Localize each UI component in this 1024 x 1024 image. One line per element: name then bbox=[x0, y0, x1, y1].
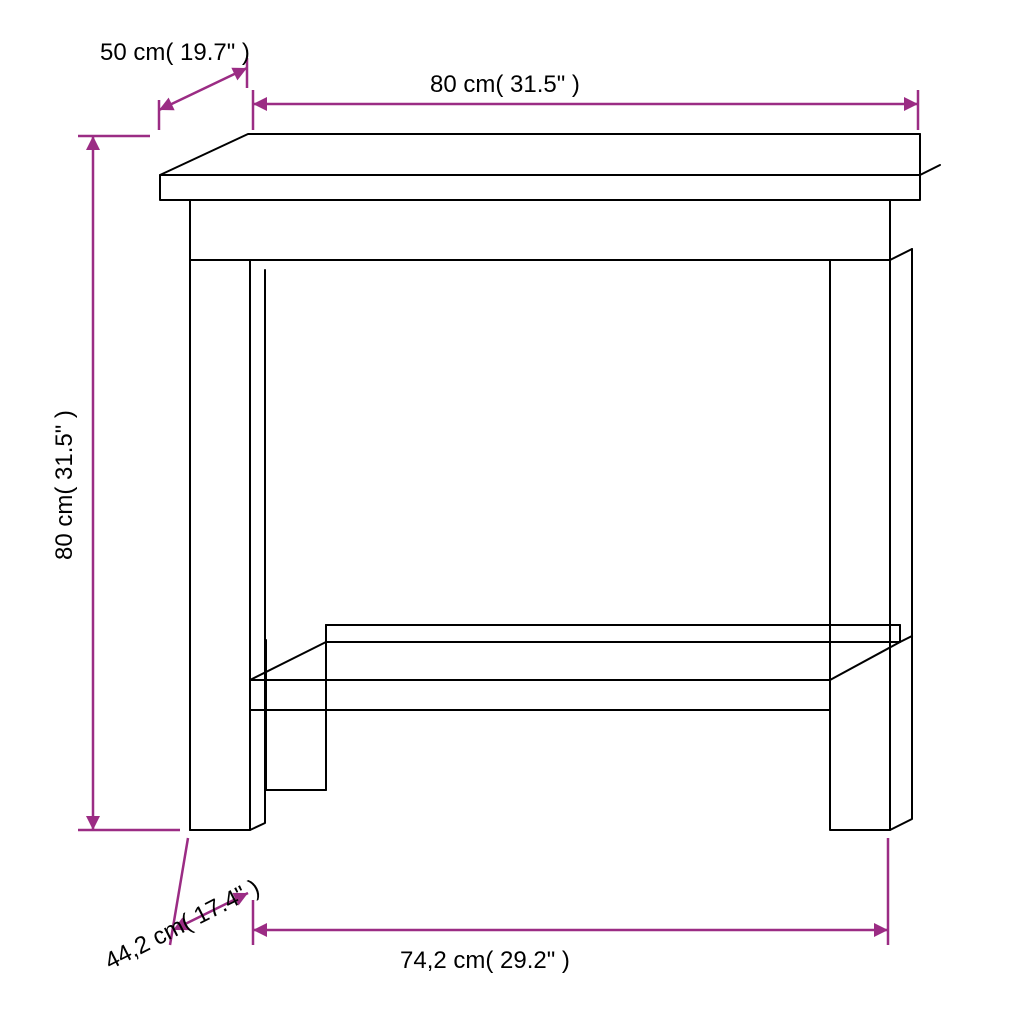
label-height: 80 cm( 31.5" ) bbox=[51, 410, 78, 560]
label-width-bottom: 74,2 cm( 29.2" ) bbox=[400, 947, 570, 974]
label-depth: 50 cm( 19.7" ) bbox=[100, 39, 250, 66]
label-width-top: 80 cm( 31.5" ) bbox=[430, 71, 580, 98]
product-outline bbox=[160, 125, 940, 830]
dimension-labels: 50 cm( 19.7" ) 80 cm( 31.5" ) 80 cm( 31.… bbox=[51, 39, 580, 975]
dimension-lines bbox=[78, 58, 918, 945]
label-depth-bottom: 44,2 cm( 17.4" ) bbox=[100, 874, 264, 975]
dimension-diagram: 50 cm( 19.7" ) 80 cm( 31.5" ) 80 cm( 31.… bbox=[0, 0, 1024, 1024]
